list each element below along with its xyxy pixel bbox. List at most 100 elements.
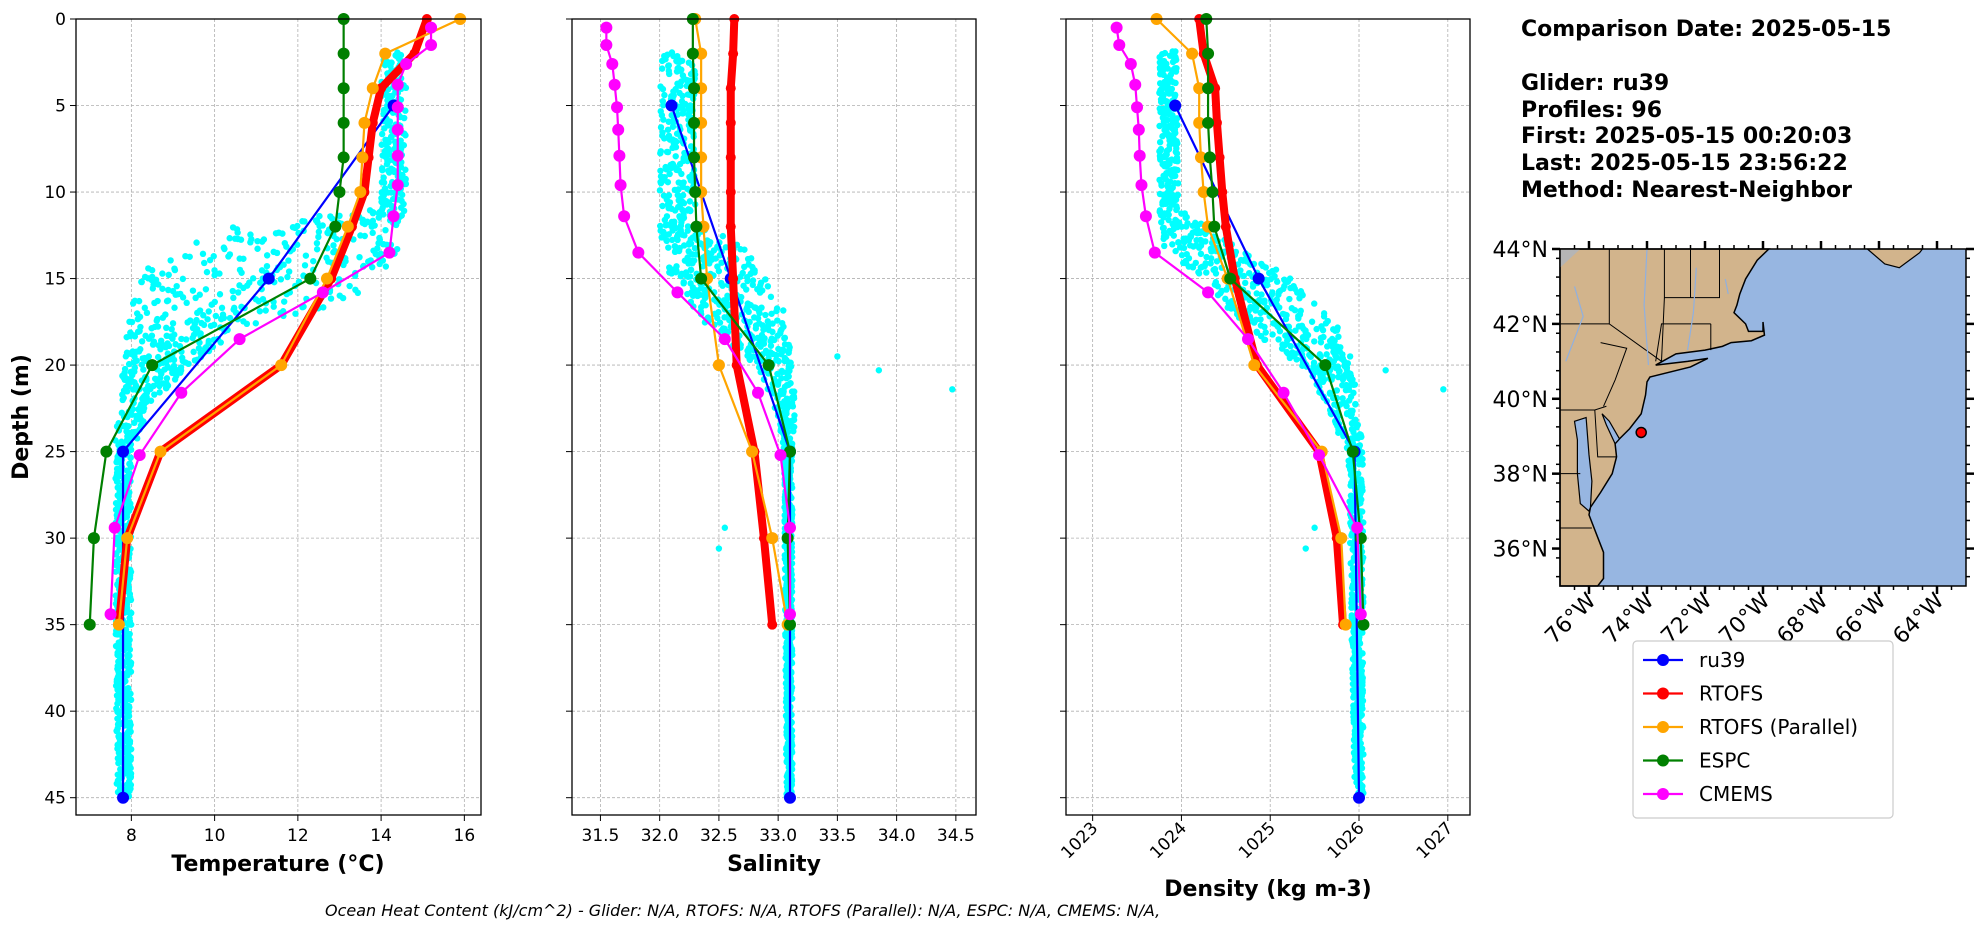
glider-scatter-point [706, 260, 713, 267]
glider-scatter-point [685, 260, 692, 267]
profile-count: Profiles: 96 [1521, 98, 1662, 123]
series-marker [1220, 221, 1231, 232]
glider-scatter-point [722, 244, 730, 251]
glider-scatter-point [221, 245, 228, 253]
series-marker [104, 608, 117, 621]
glider-scatter-point [153, 317, 160, 324]
glider-scatter-point [764, 318, 771, 325]
glider-scatter-point [663, 166, 670, 173]
axes-frame [75, 18, 482, 816]
glider-scatter-point [350, 236, 357, 243]
glider-scatter-point [194, 309, 201, 317]
glider-scatter-point [677, 272, 685, 280]
glider-scatter-point [691, 244, 699, 252]
series-marker [316, 286, 329, 299]
glider-scatter-point [150, 281, 157, 288]
glider-scatter-point [669, 123, 677, 130]
glider-scatter-point [172, 341, 179, 348]
x-tick-label: 32.5 [700, 826, 738, 846]
glider-scatter-point [767, 342, 775, 349]
glider-scatter-point [380, 179, 388, 186]
glider-scatter-point [124, 713, 131, 720]
glider-scatter-point [764, 350, 772, 357]
glider-scatter-point [783, 382, 791, 389]
glider-scatter-point [1278, 345, 1286, 352]
glider-scatter-point [169, 320, 177, 327]
glider-scatter-point [247, 239, 254, 246]
glider-scatter-point [1201, 262, 1208, 270]
glider-scatter-point [240, 255, 247, 262]
glider-scatter-point [157, 345, 164, 353]
glider-scatter-point [150, 341, 157, 348]
glider-scatter-point [292, 310, 299, 317]
glider-scatter-point [1261, 323, 1268, 331]
series-marker [354, 186, 367, 199]
glider-scatter-point [165, 342, 173, 350]
glider-scatter-point [126, 646, 134, 653]
legend-marker [1657, 654, 1669, 666]
glider-scatter-point [1173, 206, 1180, 214]
glider-scatter-point [721, 524, 729, 531]
series-marker [1203, 151, 1216, 164]
glider-scatter-point [675, 197, 682, 204]
glider-scatter-point [1358, 745, 1366, 753]
glider-scatter-point [1193, 237, 1200, 244]
glider-scatter-point [1178, 251, 1186, 259]
glider-scatter-point [662, 222, 669, 229]
glider-scatter-point [356, 253, 363, 261]
glider-scatter-point [672, 85, 679, 93]
glider-scatter-point [226, 314, 234, 322]
glider-scatter-point [200, 312, 207, 319]
river [1724, 278, 1729, 295]
y-tick-label: 20 [44, 356, 66, 376]
glider-scatter-point [1249, 283, 1257, 290]
legend-marker [1657, 721, 1669, 733]
glider-scatter-point [206, 256, 214, 264]
glider-scatter-point [1165, 216, 1172, 224]
glider-scatter-point [773, 307, 780, 315]
legend-label: ESPC [1699, 749, 1750, 773]
glider-scatter-point [186, 253, 193, 260]
series-marker [746, 445, 759, 458]
series-marker [1202, 82, 1215, 95]
glider-scatter-point [1293, 356, 1300, 363]
lon-label: 66°W [1831, 588, 1892, 649]
glider-scatter-point [127, 621, 135, 628]
glider-scatter-point [148, 267, 156, 274]
series-marker [1214, 152, 1225, 163]
glider-scatter-point [143, 309, 151, 317]
glider-scatter-point [1335, 333, 1342, 340]
glider-scatter-point [379, 167, 386, 174]
glider-scatter-point [124, 652, 131, 659]
glider-scatter-point [1295, 323, 1303, 330]
series-marker [1353, 791, 1366, 804]
glider-scatter-point [333, 236, 340, 243]
glider-scatter-point [270, 303, 277, 310]
glider-scatter-point [754, 315, 762, 322]
series-line [605, 27, 792, 615]
series-marker [718, 333, 731, 346]
glider-scatter-point [1169, 58, 1177, 66]
series-marker [1339, 618, 1352, 631]
series-marker [233, 333, 246, 346]
glider-scatter-point [134, 328, 142, 336]
series-marker [1148, 246, 1161, 259]
x-axis-label-temperature: Temperature (°C) [171, 852, 384, 877]
glider-scatter-point [302, 252, 310, 259]
glider-scatter-point [1199, 238, 1207, 245]
glider-scatter-point [148, 325, 155, 332]
glider-scatter-point [1276, 328, 1284, 335]
glider-scatter-point [1266, 269, 1273, 277]
glider-scatter-point [715, 267, 723, 275]
glider-scatter-point [1169, 241, 1176, 248]
glider-scatter-point [185, 360, 192, 368]
glider-scatter-point [672, 269, 679, 276]
glider-scatter-point [1170, 79, 1177, 86]
glider-scatter-point [178, 335, 185, 343]
glider-scatter-point [284, 273, 291, 281]
x-tick-label: 1023 [1057, 818, 1102, 863]
glider-scatter-point [354, 289, 362, 297]
glider-scatter-point [789, 403, 797, 410]
glider-scatter-point [205, 308, 212, 315]
glider-scatter-point [208, 301, 215, 308]
